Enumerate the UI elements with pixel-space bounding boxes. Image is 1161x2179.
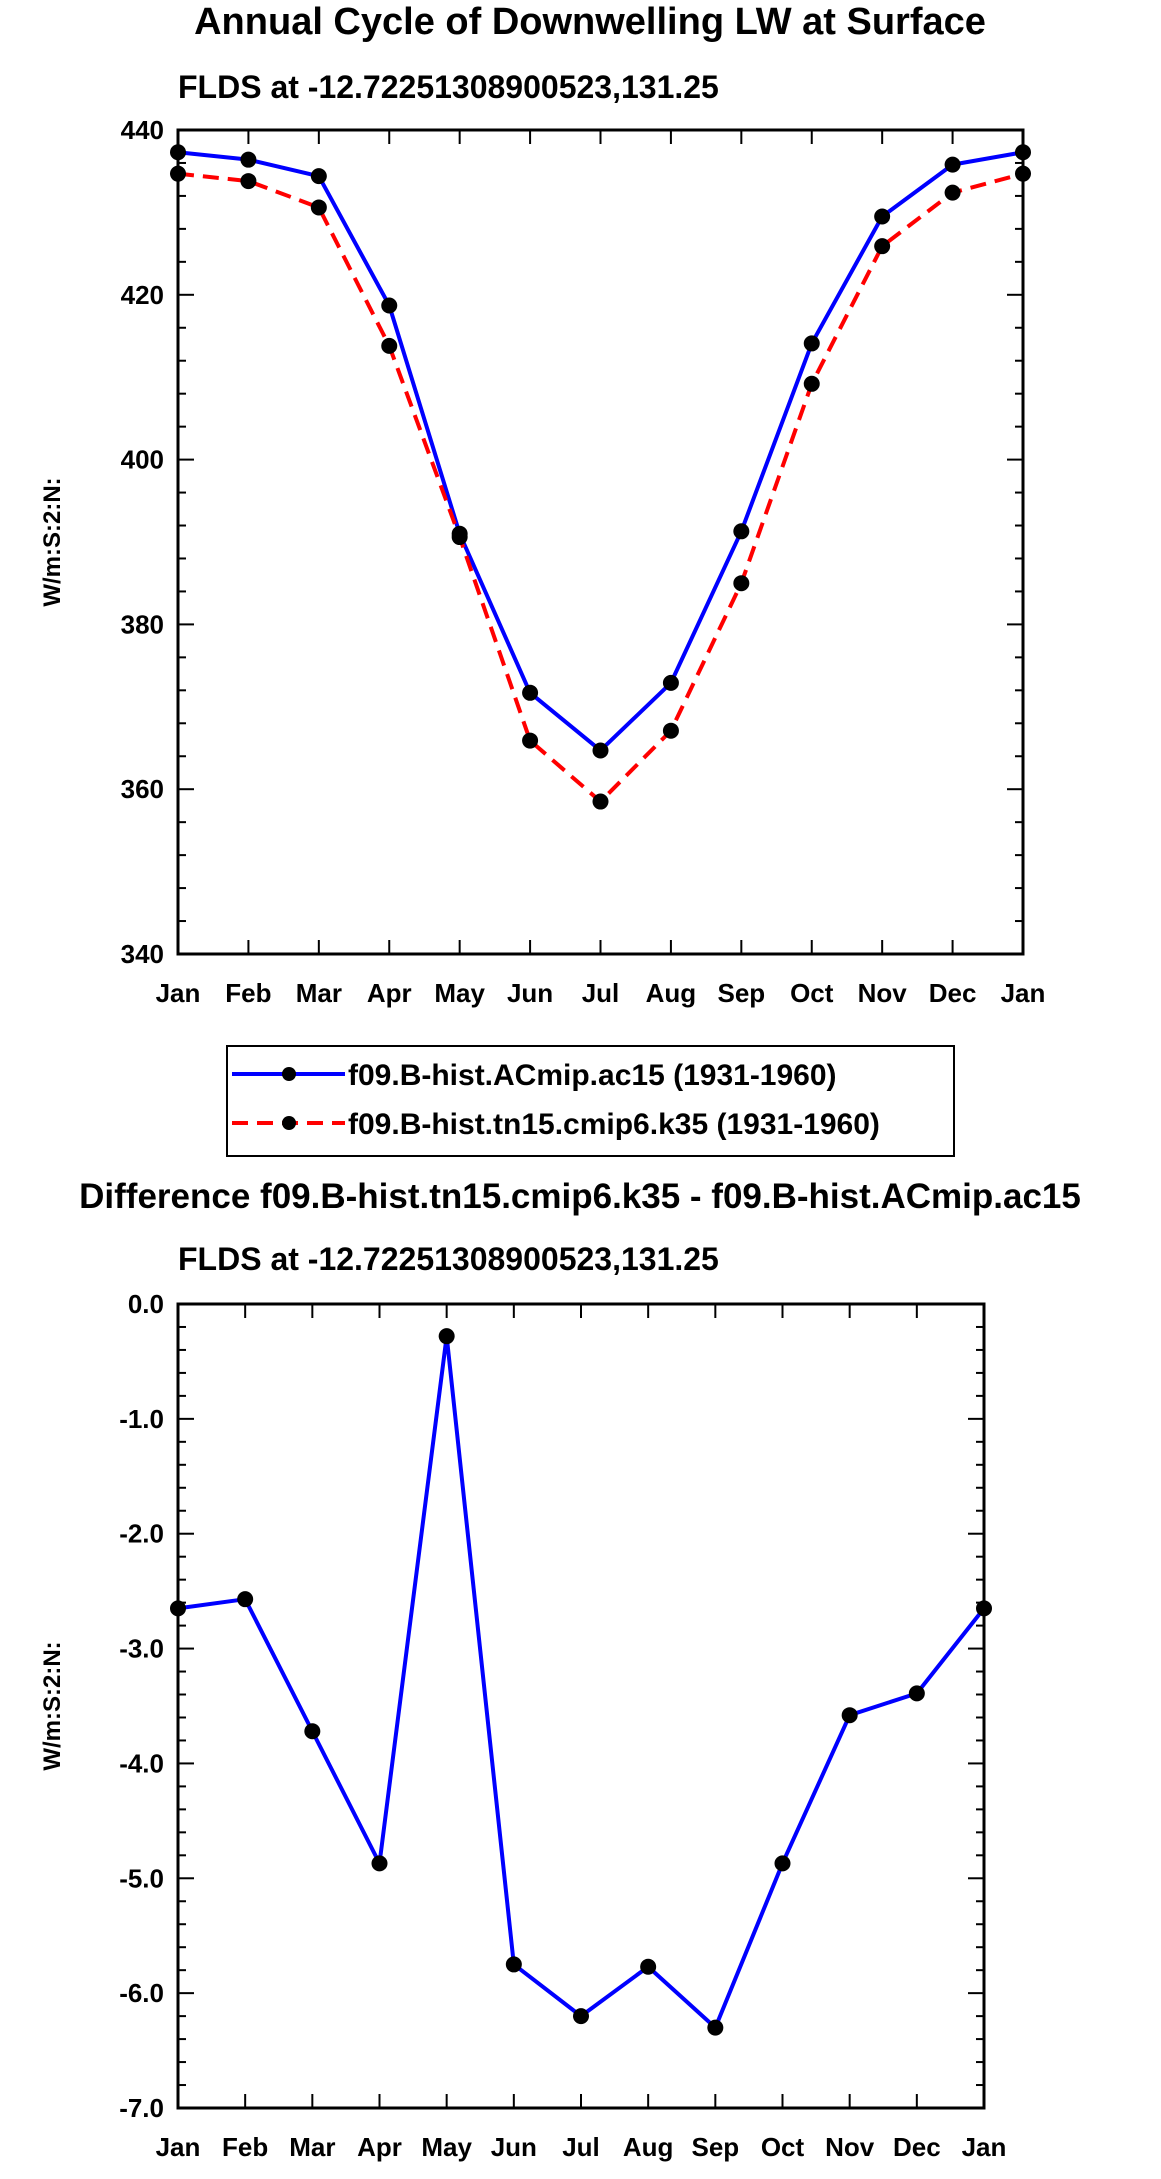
chart2-plot: Jan Feb Mar Apr May Jun Jul Aug Sep Oct Nov Dec Jan 0… xyxy=(39,1289,1006,2162)
chart1-series-1-point xyxy=(381,297,398,314)
chart1-ytick-label: 440 xyxy=(121,115,164,145)
chart2-series-1-point xyxy=(438,1328,455,1345)
chart1-series-2-point xyxy=(1015,165,1031,182)
chart1-xtick-label: Jan xyxy=(156,978,201,1008)
chart2-series-1-point xyxy=(774,1855,791,1872)
chart1-ylabel: W/m:S:2:N: xyxy=(39,477,66,606)
chart1-xtick-label: Feb xyxy=(225,978,271,1008)
chart2-ytick-label: -3.0 xyxy=(119,1634,164,1664)
chart1-xtick-label: Dec xyxy=(929,978,977,1008)
chart2-series-1-point xyxy=(976,1600,992,1617)
legend-marker-series-2 xyxy=(282,1116,296,1130)
legend-label-series-2: f09.B-hist.tn15.cmip6.k35 (1931-1960) xyxy=(348,1108,880,1141)
chart2-xtick-label: Feb xyxy=(222,2132,268,2162)
chart1-xtick-label: Jun xyxy=(507,978,553,1008)
chart1-series-1-point xyxy=(733,523,750,540)
chart2-xtick-label: Jul xyxy=(562,2132,600,2162)
chart1-ytick-label: 420 xyxy=(121,280,164,310)
chart2-series-1-point xyxy=(170,1600,186,1617)
chart1-series-1-point xyxy=(944,156,961,173)
chart1-series-2-point xyxy=(170,165,186,182)
chart1-xtick-label: Apr xyxy=(367,978,412,1008)
chart1-series-2-point xyxy=(944,184,961,201)
chart1-series-2-point xyxy=(662,722,679,739)
chart2-xtick-label: May xyxy=(421,2132,472,2162)
chart1-xtick-label: May xyxy=(434,978,485,1008)
chart1-title: Annual Cycle of Downwelling LW at Surfac… xyxy=(194,1,986,43)
chart2-xtick-label: Oct xyxy=(761,2132,805,2162)
chart2-title: Difference f09.B-hist.tn15.cmip6.k35 - f… xyxy=(79,1177,1081,1216)
chart2-subtitle: FLDS at -12.72251308900523,131.25 xyxy=(178,1241,719,1277)
chart1-series-1-point xyxy=(803,335,820,352)
chart1-series-1-point xyxy=(592,742,609,759)
chart2-series-1-point xyxy=(505,1956,522,1973)
legend-marker-series-1 xyxy=(282,1067,296,1081)
chart1-series-1-point xyxy=(662,674,679,691)
chart1-series-2-point xyxy=(803,375,820,392)
chart1-series-2-point xyxy=(733,575,750,592)
chart2-ytick-label: -2.0 xyxy=(119,1519,164,1549)
chart1-series-2-point xyxy=(240,173,257,190)
chart2-series-1-point xyxy=(573,2008,589,2025)
chart2-ylabel: W/m:S:2:N: xyxy=(39,1641,66,1770)
chart2-ytick-label: -5.0 xyxy=(119,1863,164,1893)
chart1-frame xyxy=(176,128,1025,956)
chart2-xtick-label: Jun xyxy=(491,2132,537,2162)
chart2-ytick-label: -4.0 xyxy=(119,1748,164,1778)
chart1-legend: f09.B-hist.ACmip.ac15 (1931-1960) f09.B-… xyxy=(226,1045,955,1157)
chart2-ytick-label: -1.0 xyxy=(119,1404,164,1434)
chart2-xtick-label: Jan xyxy=(156,2132,201,2162)
chart1-series-1-point xyxy=(1015,144,1031,161)
chart2-series-1-point xyxy=(707,2019,724,2036)
chart1-series-1-line xyxy=(177,150,1024,753)
chart1-xtick-label: Nov xyxy=(858,978,908,1008)
chart2-series-1-point xyxy=(908,1685,925,1702)
chart1-series-1-point xyxy=(310,168,327,185)
chart1-subtitle: FLDS at -12.72251308900523,131.25 xyxy=(178,69,719,105)
chart1-xtick-label: Sep xyxy=(717,978,765,1008)
chart1-plot: Jan Feb Mar Apr May Jun Jul Aug Sep Oct Nov Dec Jan 3… xyxy=(39,115,1045,1008)
chart1-ytick-label: 380 xyxy=(121,609,164,639)
chart2-xtick-label: Nov xyxy=(825,2132,875,2162)
chart1-series-1-point xyxy=(522,684,539,701)
chart2-series-1-point xyxy=(640,1958,657,1975)
chart1-series-2-line xyxy=(177,171,1024,804)
chart1-xtick-label: Jul xyxy=(582,978,620,1008)
chart1-series-2-point xyxy=(451,529,468,546)
chart1-series-2-point xyxy=(874,238,891,255)
chart2-series-1-line xyxy=(177,1334,986,2030)
chart1-series-1-point xyxy=(874,208,891,225)
chart2-xtick-label: Aug xyxy=(623,2132,674,2162)
chart2-ytick-label: -6.0 xyxy=(119,1978,164,2008)
chart1-series-2-point xyxy=(381,337,398,354)
chart2-xtick-label: Jan xyxy=(962,2132,1007,2162)
chart1-ytick-label: 360 xyxy=(121,774,164,804)
chart1-xtick-label: Jan xyxy=(1001,978,1046,1008)
chart1-series-2-point xyxy=(522,732,539,749)
chart1-xtick-label: Oct xyxy=(790,978,834,1008)
chart2-xtick-label: Apr xyxy=(357,2132,402,2162)
chart1-xtick-label: Mar xyxy=(296,978,342,1008)
chart1-series-1-point xyxy=(240,151,257,168)
chart1-ytick-label: 340 xyxy=(121,939,164,969)
chart2-xtick-label: Sep xyxy=(691,2132,739,2162)
chart2-ytick-label: 0.0 xyxy=(128,1289,164,1319)
chart2-xtick-label: Mar xyxy=(289,2132,335,2162)
chart2-series-1-point xyxy=(841,1707,858,1724)
chart2-xtick-label: Dec xyxy=(893,2132,941,2162)
chart1-series-2-point xyxy=(310,199,327,216)
chart2-series-1-point xyxy=(371,1855,388,1872)
chart1-xtick-label: Aug xyxy=(646,978,697,1008)
legend-label-series-1: f09.B-hist.ACmip.ac15 (1931-1960) xyxy=(348,1059,837,1092)
chart2-series-1-point xyxy=(237,1591,254,1608)
chart2-series-1-point xyxy=(304,1723,321,1740)
chart2-ytick-label: -7.0 xyxy=(119,2093,164,2123)
legend-box xyxy=(226,1045,955,1157)
chart1-series-1-point xyxy=(170,144,186,161)
chart1-series-2-point xyxy=(592,793,609,810)
chart1-ytick-label: 400 xyxy=(121,445,164,475)
